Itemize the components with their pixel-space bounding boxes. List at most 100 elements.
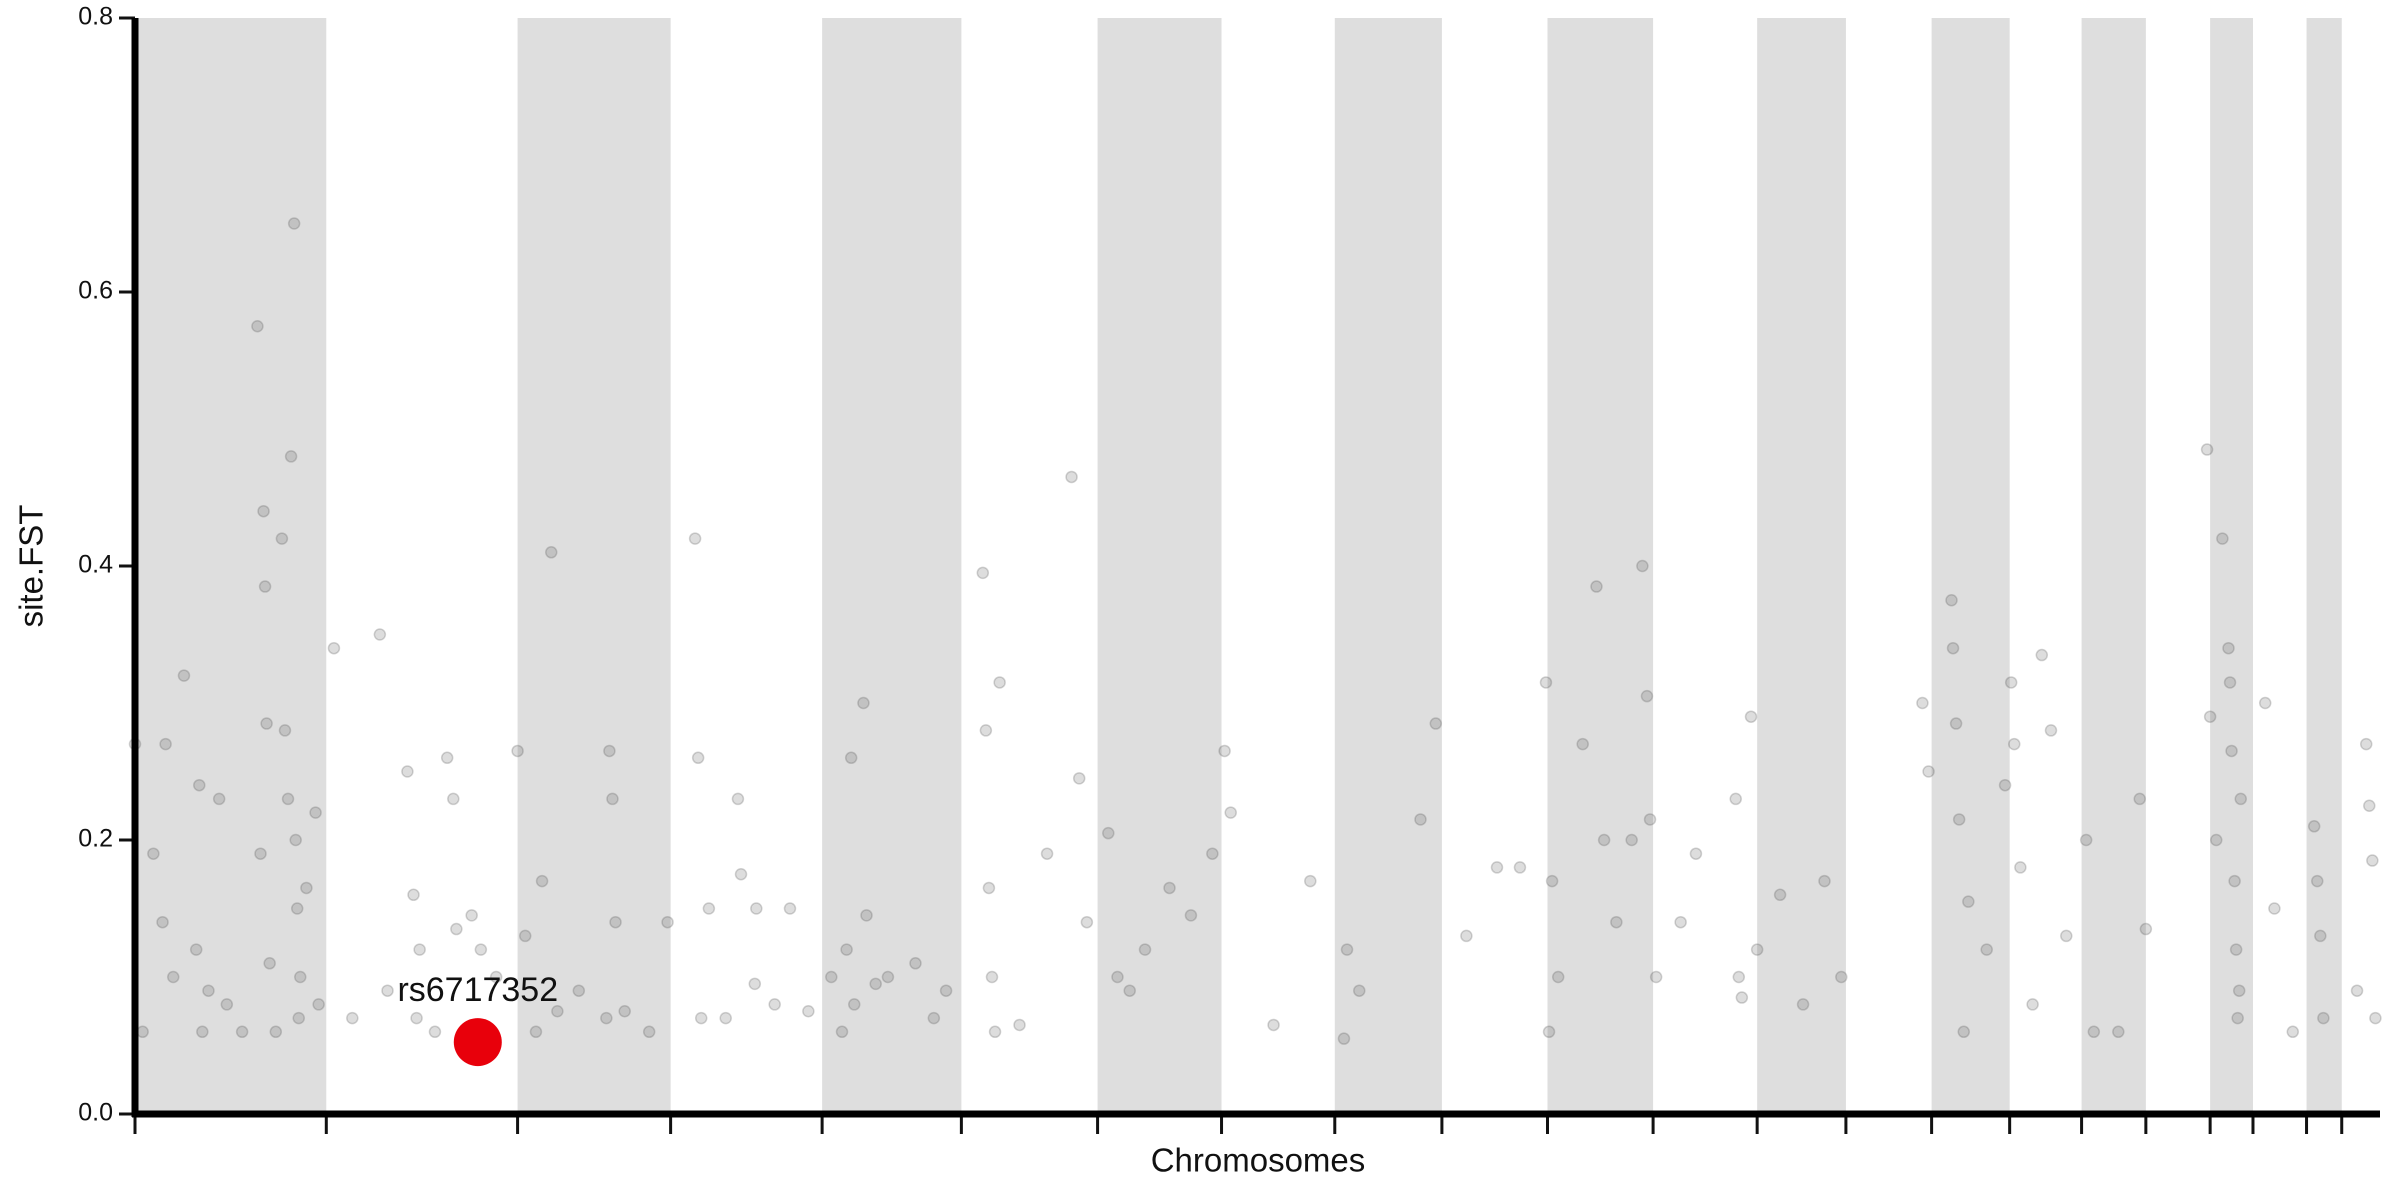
point [719,1011,732,1025]
point [2350,984,2364,997]
point [2234,792,2247,806]
point [1773,888,1787,902]
point [2200,443,2214,456]
point [257,504,270,518]
point [1337,1032,1351,1045]
point [159,737,172,751]
point [202,984,215,997]
point [474,943,488,956]
point [618,1005,631,1018]
y-tick-label: 0.4 [78,551,113,579]
point [278,724,292,737]
point [2035,648,2049,662]
point [939,984,953,997]
point [1340,943,1354,956]
point [2216,532,2229,545]
point [2366,854,2379,867]
point [1304,874,1317,888]
point [2133,792,2146,806]
point [511,744,524,758]
point [609,915,622,929]
point [1945,594,1958,607]
point [260,717,273,730]
point [2026,998,2039,1011]
point [1490,861,1504,874]
point [1949,717,1963,730]
point [731,792,745,806]
point [1040,847,1054,860]
point [1640,689,1654,703]
point [2004,676,2018,689]
point [1732,970,1746,984]
point [1353,984,1366,997]
point [1946,641,1960,655]
point [529,1025,543,1039]
chromosome-band [135,18,327,1114]
point [212,792,226,806]
point [263,957,276,970]
point [220,998,234,1011]
point [985,970,999,984]
point [373,628,387,641]
point [2307,820,2321,833]
point [196,1025,209,1039]
point [600,1011,613,1025]
point [2268,902,2281,915]
point [1835,970,1848,984]
y-axis-label: site.FST [13,505,50,628]
point [748,977,762,991]
point [2286,1025,2300,1039]
point [290,902,304,915]
point [572,984,586,997]
point [802,1005,815,1018]
point [909,957,922,970]
point [1998,778,2012,792]
point [1267,1018,1280,1032]
point [2228,874,2241,888]
point [2008,737,2021,751]
point [2203,710,2217,723]
point [235,1025,249,1039]
point [551,1005,564,1018]
point [2044,724,2058,737]
point [1102,826,1115,840]
point [2369,1011,2382,1025]
point [1111,970,1124,984]
point [2210,833,2223,847]
point [1916,696,1929,710]
point [269,1025,283,1039]
point [976,566,990,580]
point [979,724,993,737]
point [993,676,1006,689]
point [440,751,454,765]
point [1689,847,1703,860]
point [428,1025,442,1039]
chromosome-band [2210,18,2253,1114]
point [251,320,264,333]
point [881,970,895,984]
point [1643,813,1657,826]
point [518,929,532,943]
point [1952,813,1966,826]
point [1184,909,1198,922]
point [734,868,748,881]
point [284,450,298,463]
point [1980,943,1993,956]
point [281,792,295,806]
point [750,902,763,915]
point [1545,874,1559,888]
point [1597,833,1611,847]
point [825,970,838,984]
point [136,1025,149,1039]
point [147,847,160,860]
point [642,1025,656,1039]
y-tick-label: 0.0 [78,1099,113,1127]
chromosome-bands [135,18,2342,1114]
point [413,943,426,956]
point [2229,943,2243,956]
point [450,922,463,936]
point [2222,641,2235,655]
point [844,751,858,765]
point [1750,943,1764,956]
